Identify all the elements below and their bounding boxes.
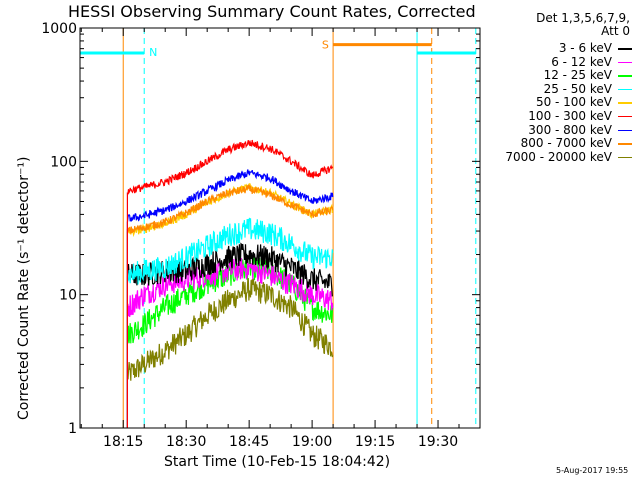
legend-swatch: [618, 115, 632, 118]
x-tick-label: 19:00: [292, 434, 332, 450]
annotation-s: S: [322, 39, 329, 52]
legend-item: 12 - 25 keV: [482, 68, 632, 82]
legend-swatch: [618, 102, 632, 104]
legend-item: 3 - 6 keV: [482, 41, 632, 55]
series-line: [126, 182, 334, 428]
y-tick-label: 1000: [41, 21, 77, 37]
legend-item: 6 - 12 keV: [482, 55, 632, 69]
legend-swatch: [618, 61, 632, 64]
legend-item: 50 - 100 keV: [482, 95, 632, 109]
series-line: [126, 184, 334, 428]
x-tick-label: 19:15: [355, 434, 395, 450]
legend-item: 800 - 7000 keV: [482, 136, 632, 150]
legend-swatch: [618, 48, 632, 50]
legend-swatch: [618, 143, 632, 145]
y-tick-label: 100: [50, 154, 77, 170]
x-tick-label: 18:30: [166, 434, 206, 450]
legend-item: 300 - 800 keV: [482, 123, 632, 137]
legend-detectors: Det 1,3,5,6,7,9,: [536, 11, 630, 25]
legend-label: 300 - 800 keV: [528, 122, 612, 137]
series-line: [126, 169, 334, 428]
series-line: [126, 217, 334, 428]
legend-attenuator: Att 0: [601, 24, 630, 38]
legend-label: 12 - 25 keV: [543, 68, 612, 83]
generation-timestamp: 5-Aug-2017 19:55: [556, 466, 629, 475]
legend-header: Det 1,3,5,6,7,9, Att 0: [498, 12, 630, 38]
y-tick-label: 10: [59, 288, 77, 304]
plot-frame: [79, 27, 481, 429]
annotation-n: N: [149, 46, 157, 59]
x-axis-label: Start Time (10-Feb-15 18:04:42): [164, 454, 391, 470]
x-tick-label: 18:15: [103, 434, 143, 450]
legend-label: 800 - 7000 keV: [520, 136, 612, 151]
series-line: [126, 242, 334, 428]
legend: 3 - 6 keV 6 - 12 keV 12 - 25 keV 25 - 50 ke…: [482, 41, 632, 164]
legend-label: 25 - 50 keV: [543, 81, 612, 96]
y-axis-label: Corrected Count Rate (s⁻¹ detector⁻¹): [16, 156, 32, 420]
legend-label: 3 - 6 keV: [558, 41, 612, 55]
chart-title: HESSI Observing Summary Count Rates, Cor…: [68, 2, 476, 21]
legend-label: 6 - 12 keV: [551, 54, 612, 69]
y-tick-label: 1: [68, 421, 77, 437]
x-tick-label: 18:45: [229, 434, 269, 450]
legend-label: 50 - 100 keV: [535, 95, 612, 110]
legend-swatch: [618, 88, 632, 91]
legend-swatch: [618, 129, 632, 132]
legend-label: 7000 - 20000 keV: [505, 149, 612, 164]
x-tick-label: 19:30: [418, 434, 458, 450]
legend-swatch: [618, 156, 632, 159]
legend-item: 7000 - 20000 keV: [482, 150, 632, 164]
legend-item: 100 - 300 keV: [482, 109, 632, 123]
legend-label: 100 - 300 keV: [528, 108, 612, 123]
series-line: [126, 277, 334, 428]
series-line: [126, 139, 334, 428]
legend-swatch: [618, 75, 632, 77]
legend-item: 25 - 50 keV: [482, 82, 632, 96]
